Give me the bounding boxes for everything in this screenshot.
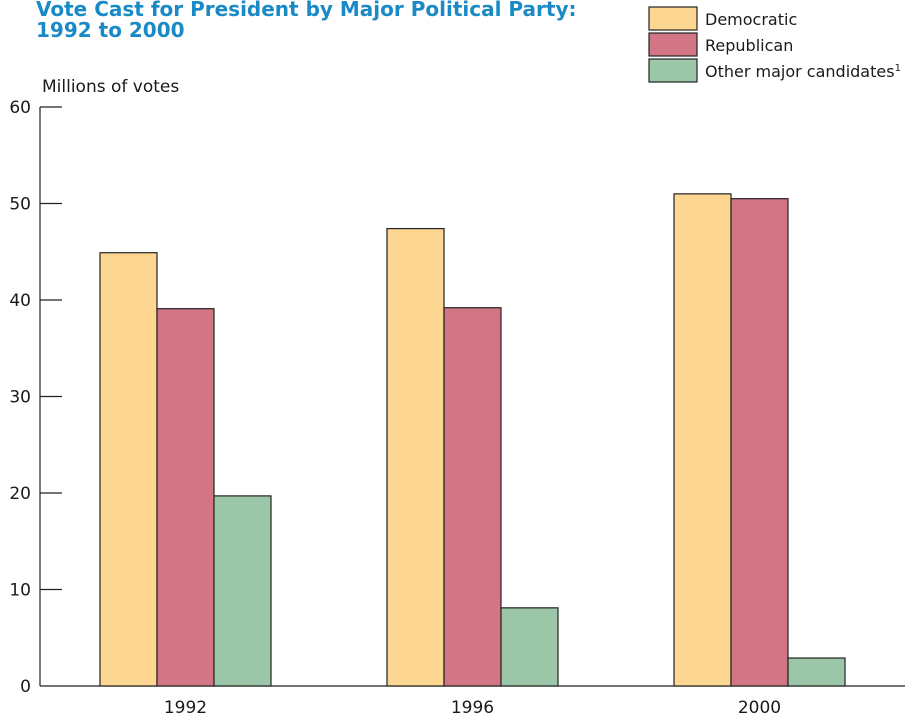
tick-labels: 0 10 20 30 40 50 60 1992 1996 2000	[9, 98, 781, 718]
legend-label: Other major candidates1	[705, 62, 901, 81]
x-tick-label: 2000	[738, 698, 781, 718]
bar-1996-democratic	[386, 227, 445, 687]
bar-2000-democratic	[673, 193, 732, 687]
y-tick-label: 20	[9, 484, 31, 504]
y-axis-label: Millions of votes	[42, 77, 179, 97]
y-tick-label: 30	[9, 388, 31, 408]
bar-1996-other-major-candidates	[500, 607, 559, 687]
y-tick-label: 50	[9, 195, 31, 215]
bar-1992-republican	[156, 308, 215, 687]
bar-2000-republican	[730, 198, 789, 687]
bar-1992-democratic	[99, 252, 158, 687]
legend-swatch	[648, 6, 698, 31]
bar-1992-other-major-candidates	[213, 495, 272, 687]
legend-label: Republican	[705, 36, 793, 55]
y-tick-label: 60	[9, 98, 31, 118]
chart-title-line-2: 1992 to 2000	[36, 18, 185, 42]
y-tick-label: 10	[9, 581, 31, 601]
y-tick-label: 40	[9, 291, 31, 311]
x-tick-label: 1996	[451, 698, 494, 718]
legend-label: Democratic	[705, 10, 797, 29]
chart-title-line-1: Vote Cast for President by Major Politic…	[36, 0, 576, 21]
bar-1996-republican	[443, 307, 502, 687]
legend: Democratic Republican Other major candidat…	[648, 6, 901, 83]
bar-2000-other-major-candidates	[787, 657, 846, 687]
legend-footnote-marker: 1	[895, 63, 901, 74]
x-tick-label: 1992	[164, 698, 207, 718]
bars	[99, 193, 846, 687]
legend-swatch	[648, 58, 698, 83]
legend-swatch	[648, 32, 698, 57]
y-tick-label: 0	[20, 677, 31, 697]
